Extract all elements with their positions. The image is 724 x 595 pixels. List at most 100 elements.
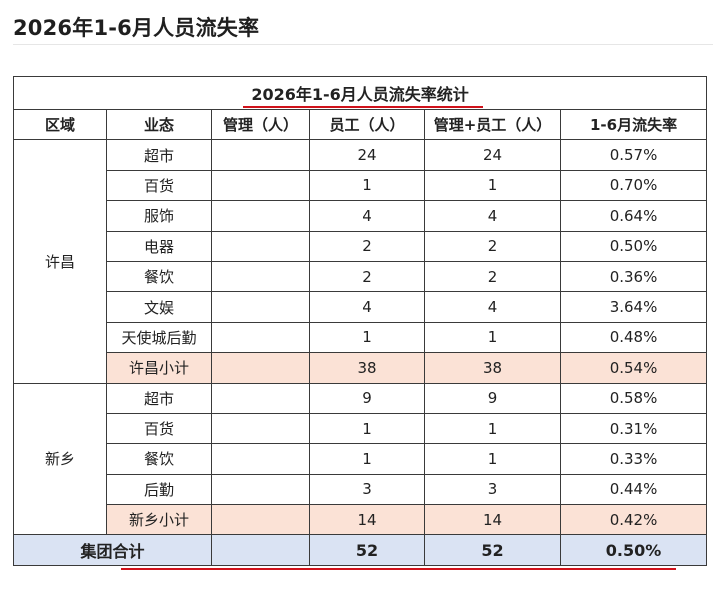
business-type-cell: 百货 [106, 412, 212, 445]
table-row: 百货 1 1 0.70% [14, 169, 708, 202]
total-cell: 3 [424, 473, 561, 506]
business-type-cell: 餐饮 [106, 260, 212, 293]
total-cell: 2 [424, 230, 561, 262]
table-row: 服饰 4 4 0.64% [14, 200, 708, 232]
rate-cell: 0.36% [559, 260, 708, 293]
management-cell [211, 412, 310, 445]
total-cell: 2 [424, 260, 561, 293]
staff-cell: 14 [309, 504, 425, 536]
attrition-table-container: 2026年1-6月人员流失率统计 区域 业态 管理（人） 员工（人） 管理+员工… [12, 76, 708, 567]
staff-cell: 3 [309, 473, 425, 506]
table-row: 文娱 4 4 3.64% [14, 291, 708, 323]
total-cell: 14 [424, 504, 561, 536]
table-row: 后勤 3 3 0.44% [14, 473, 708, 506]
total-cell: 24 [424, 139, 561, 171]
rate-cell: 0.50% [559, 230, 708, 262]
rate-cell: 0.58% [559, 382, 708, 414]
management-cell [211, 139, 310, 171]
table-row: 百货 1 1 0.31% [14, 412, 708, 445]
management-cell [211, 534, 310, 567]
management-cell [211, 473, 310, 506]
management-cell [211, 321, 310, 354]
business-type-cell: 百货 [106, 169, 212, 202]
subtotal-label: 新乡小计 [106, 504, 212, 536]
staff-cell: 4 [309, 200, 425, 232]
rate-cell: 0.64% [559, 200, 708, 232]
staff-cell: 9 [309, 382, 425, 414]
table-caption-text: 2026年1-6月人员流失率统计 [243, 81, 484, 108]
staff-cell: 1 [309, 443, 425, 475]
business-type-cell: 餐饮 [106, 443, 212, 475]
staff-cell: 2 [309, 230, 425, 262]
management-cell [211, 230, 310, 262]
header-management: 管理（人） [211, 108, 310, 141]
staff-cell: 24 [309, 139, 425, 171]
table-row: 餐饮 2 2 0.36% [14, 260, 708, 293]
table-row: 许昌 超市 24 24 0.57% [13, 139, 708, 384]
management-cell [211, 443, 310, 475]
grand-total-row: 集团合计 52 52 0.50% [13, 534, 708, 567]
table-caption: 2026年1-6月人员流失率统计 [12, 76, 708, 110]
page-title: 2026年1-6月人员流失率 [13, 16, 260, 40]
management-cell [211, 260, 310, 293]
management-cell [211, 169, 310, 202]
header-attrition-rate: 1-6月流失率 [559, 108, 708, 141]
management-cell [211, 382, 310, 414]
grand-total-label: 集团合计 [13, 534, 212, 567]
staff-cell: 1 [309, 412, 425, 445]
rate-cell: 0.31% [559, 412, 708, 445]
management-cell [211, 352, 310, 384]
table-row: 餐饮 1 1 0.33% [14, 443, 708, 475]
header-total: 管理+员工（人） [424, 108, 561, 141]
business-type-cell: 超市 [106, 139, 212, 171]
total-cell: 1 [424, 412, 561, 445]
total-cell: 1 [424, 321, 561, 354]
rate-cell: 0.48% [559, 321, 708, 354]
staff-cell: 1 [309, 169, 425, 202]
rate-cell: 0.54% [559, 352, 708, 384]
total-cell: 9 [424, 382, 561, 414]
total-cell: 52 [424, 534, 561, 567]
table-row: 新乡 超市 9 9 0.58% [13, 382, 708, 536]
management-cell [211, 200, 310, 232]
total-cell: 4 [424, 200, 561, 232]
table-row: 天使城后勤 1 1 0.48% [14, 321, 708, 354]
subtotal-row-xuchang: 许昌小计 38 38 0.54% [14, 352, 708, 384]
management-cell [211, 504, 310, 536]
business-type-cell: 天使城后勤 [106, 321, 212, 354]
business-type-cell: 电器 [106, 230, 212, 262]
grand-total-highlight-underline [121, 568, 676, 570]
rate-cell: 0.42% [559, 504, 708, 536]
rate-cell: 0.44% [559, 473, 708, 506]
staff-cell: 38 [309, 352, 425, 384]
header-region: 区域 [13, 108, 107, 141]
header-business-type: 业态 [106, 108, 212, 141]
rate-cell: 3.64% [559, 291, 708, 323]
subtotal-label: 许昌小计 [106, 352, 212, 384]
staff-cell: 4 [309, 291, 425, 323]
business-type-cell: 服饰 [106, 200, 212, 232]
rate-cell: 0.70% [559, 169, 708, 202]
header-staff: 员工（人） [309, 108, 425, 141]
staff-cell: 1 [309, 321, 425, 354]
total-cell: 1 [424, 169, 561, 202]
business-type-cell: 文娱 [106, 291, 212, 323]
staff-cell: 52 [309, 534, 425, 567]
total-cell: 4 [424, 291, 561, 323]
business-type-cell: 后勤 [106, 473, 212, 506]
staff-cell: 2 [309, 260, 425, 293]
total-cell: 1 [424, 443, 561, 475]
table-caption-row: 2026年1-6月人员流失率统计 [12, 76, 708, 110]
region-cell-xinxiang: 新乡 [13, 382, 107, 536]
table-header-row: 区域 业态 管理（人） 员工（人） 管理+员工（人） 1-6月流失率 [13, 108, 708, 141]
rate-cell: 0.33% [559, 443, 708, 475]
business-type-cell: 超市 [106, 382, 212, 414]
total-cell: 38 [424, 352, 561, 384]
attrition-table: 2026年1-6月人员流失率统计 区域 业态 管理（人） 员工（人） 管理+员工… [12, 76, 708, 567]
subtotal-row-xinxiang: 新乡小计 14 14 0.42% [14, 504, 708, 536]
rate-cell: 0.57% [559, 139, 708, 171]
rate-cell: 0.50% [559, 534, 708, 567]
title-divider [13, 44, 713, 45]
table-row: 电器 2 2 0.50% [14, 230, 708, 262]
management-cell [211, 291, 310, 323]
